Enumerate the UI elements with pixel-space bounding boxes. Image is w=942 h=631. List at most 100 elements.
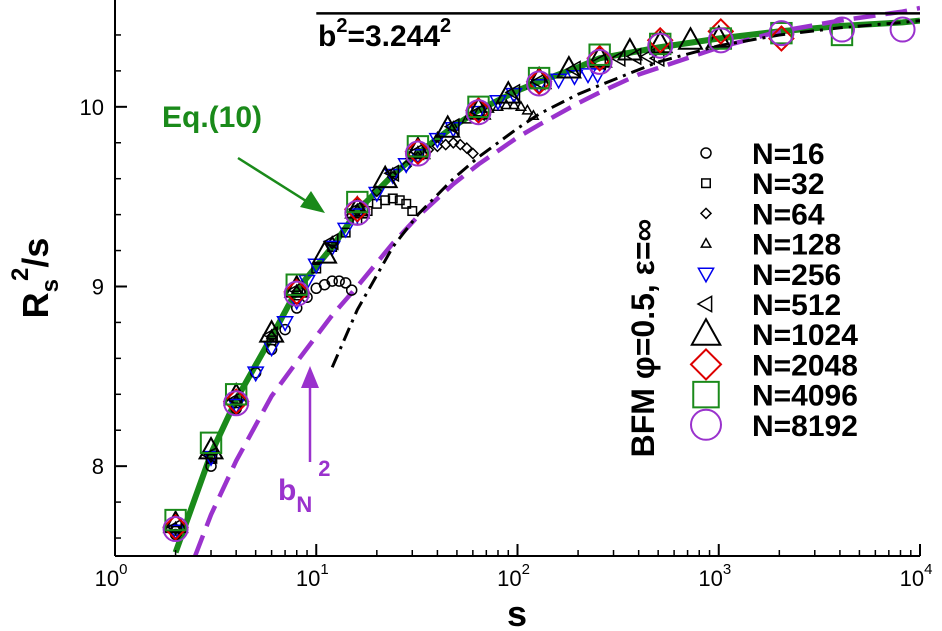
plateau-annotation-mid: =3.244 xyxy=(347,20,440,53)
data-point-n-1024 xyxy=(495,80,522,104)
legend-label: N=16 xyxy=(752,138,825,171)
legend-label: N=2048 xyxy=(752,349,858,382)
legend-label: N=64 xyxy=(752,198,825,231)
legend-label: N=256 xyxy=(752,259,841,292)
y-axis-label-base: R xyxy=(15,292,56,318)
data-point-n-64 xyxy=(454,138,467,151)
x-tick-label: 100 xyxy=(95,561,128,591)
markers-layer xyxy=(162,16,916,543)
data-point-n-128 xyxy=(514,100,527,112)
plateau-annotation-sup1: 2 xyxy=(336,15,347,37)
plateau-annotation: b2=3.2442 xyxy=(318,15,451,53)
data-point-n-1024 xyxy=(311,240,338,264)
data-point-n-4096 xyxy=(164,508,187,532)
data-point-n-1024 xyxy=(372,164,399,189)
data-point-n-512 xyxy=(609,49,626,68)
data-point-n-128 xyxy=(521,103,534,115)
x-tick-label-exp: 0 xyxy=(119,561,127,578)
eq10-arrow xyxy=(237,156,325,213)
y-axis-label-rest: /s xyxy=(15,238,56,268)
data-point-n-128 xyxy=(265,328,278,340)
plateau-annotation-sup2: 2 xyxy=(440,15,451,37)
legend-label: N=8192 xyxy=(752,410,858,443)
data-point-n-64 xyxy=(466,147,479,160)
legend-marker-n-128 xyxy=(700,237,713,248)
data-point-n-32 xyxy=(266,335,277,346)
data-point-n-1024 xyxy=(586,44,613,68)
data-point-n-8192 xyxy=(647,32,674,59)
data-point-n-64 xyxy=(370,185,383,198)
data-point-n-256 xyxy=(579,68,597,85)
data-point-n-512 xyxy=(529,72,546,91)
data-point-n-8192 xyxy=(586,48,613,75)
data-point-n-512 xyxy=(468,103,485,122)
x-tick-label-exp: 2 xyxy=(522,561,530,578)
legend-item-n-512: N=512 xyxy=(696,289,841,322)
data-point-n-128 xyxy=(447,120,460,131)
bN2-base: b xyxy=(278,474,296,507)
x-tick-label: 104 xyxy=(900,561,933,591)
legend-item-n-8192: N=8192 xyxy=(690,408,858,443)
legend-item-n-1024: N=1024 xyxy=(690,317,858,352)
x-tick-label-base: 10 xyxy=(698,566,722,591)
legend-marker-n-4096 xyxy=(692,380,720,409)
x-tick-label: 102 xyxy=(497,561,530,591)
data-point-n-8192 xyxy=(526,70,553,97)
data-point-n-64 xyxy=(460,142,473,155)
data-point-n-8192 xyxy=(707,27,734,54)
data-point-n-8192 xyxy=(828,16,855,43)
series-n-128 xyxy=(169,98,540,532)
data-point-n-8192 xyxy=(465,99,492,126)
bN2-annotation: bN2 xyxy=(278,456,330,517)
data-point-n-32 xyxy=(407,206,418,217)
data-point-n-4096 xyxy=(346,190,369,214)
data-point-n-1024 xyxy=(197,435,225,460)
y-tick-label: 10 xyxy=(80,95,104,120)
legend-marker-n-256 xyxy=(697,267,715,284)
legend-item-n-16: N=16 xyxy=(700,138,825,171)
x-tick-label-exp: 4 xyxy=(924,561,932,578)
legend-item-n-256: N=256 xyxy=(697,259,841,292)
legend-label: N=4096 xyxy=(752,380,858,413)
series-n-8192 xyxy=(162,16,916,543)
data-point-n-32 xyxy=(380,195,391,206)
bN2-sup: 2 xyxy=(318,456,330,481)
y-tick-label: 8 xyxy=(92,454,104,479)
y-axis-label-sub: s xyxy=(37,279,64,292)
x-tick-label-base: 10 xyxy=(497,566,521,591)
data-point-n-512 xyxy=(262,326,278,344)
x-axis-label: s xyxy=(507,593,527,631)
data-point-n-16 xyxy=(279,323,291,336)
data-point-n-1024 xyxy=(344,195,371,219)
data-point-n-8192 xyxy=(889,16,916,43)
legend-marker-n-16 xyxy=(700,147,712,159)
data-point-n-128 xyxy=(472,105,485,117)
y-axis-label: Rs2/s xyxy=(7,238,64,319)
x-tick-label: 103 xyxy=(698,561,731,591)
data-point-n-2048 xyxy=(525,68,553,96)
data-point-n-1024 xyxy=(616,37,644,61)
data-point-n-1024 xyxy=(677,26,704,50)
data-point-n-256 xyxy=(336,222,355,239)
legend-item-n-128: N=128 xyxy=(700,229,841,262)
x-tick-label-base: 10 xyxy=(296,566,320,591)
bN2-sub: N xyxy=(296,492,312,517)
data-point-n-512 xyxy=(408,142,425,161)
data-point-n-1024 xyxy=(465,96,492,120)
x-tick-label-exp: 3 xyxy=(723,561,731,578)
data-point-n-8192 xyxy=(283,280,310,307)
data-point-n-8192 xyxy=(404,140,431,167)
legend-item-n-64: N=64 xyxy=(699,198,825,231)
curve-bfm-asymptote xyxy=(330,19,920,368)
data-point-n-1024 xyxy=(404,135,432,160)
data-point-n-4096 xyxy=(285,273,308,296)
data-point-n-1024 xyxy=(434,114,461,138)
legend-label: N=32 xyxy=(752,168,825,201)
bN2-arrow xyxy=(301,366,319,462)
data-point-n-4096 xyxy=(770,21,793,45)
data-point-n-2048 xyxy=(162,513,190,541)
x-tick-label-exp: 1 xyxy=(320,561,328,578)
data-point-n-256 xyxy=(246,366,265,383)
data-point-n-128 xyxy=(290,283,303,295)
